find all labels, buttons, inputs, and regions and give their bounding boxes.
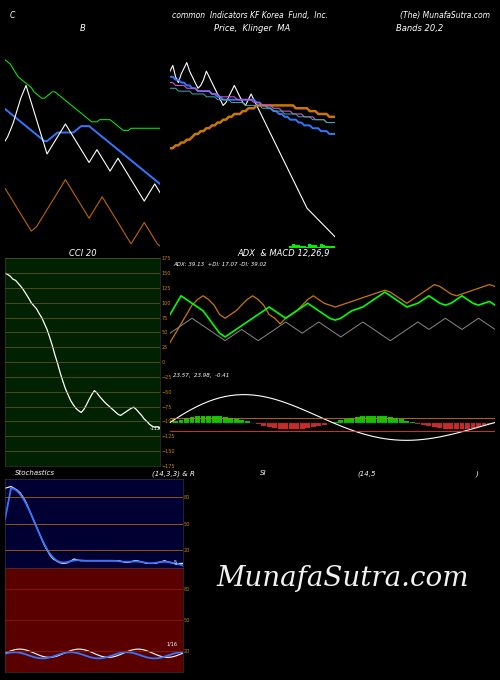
Bar [454, 422, 459, 430]
Bar [487, 422, 492, 424]
Bar [306, 422, 310, 428]
Bar [322, 245, 326, 248]
Text: ADX: 39.13  +DI: 17.07 -DI: 39.02: ADX: 39.13 +DI: 17.07 -DI: 39.02 [174, 262, 267, 267]
Bar [222, 417, 228, 422]
Bar [344, 419, 348, 422]
Bar [476, 422, 481, 426]
Text: Stochastics: Stochastics [15, 471, 55, 476]
Text: Price,  Klinger  MA: Price, Klinger MA [214, 24, 290, 33]
Bar [303, 246, 306, 248]
Bar [206, 415, 211, 422]
Bar [300, 422, 304, 429]
Bar [294, 245, 298, 248]
Bar [316, 247, 320, 248]
Bar [272, 422, 277, 428]
Bar [261, 422, 266, 426]
Text: (The) MunafaSutra.com: (The) MunafaSutra.com [400, 11, 490, 20]
Bar [311, 245, 314, 248]
Text: 1/16: 1/16 [166, 641, 177, 646]
Bar [438, 422, 442, 428]
Bar [482, 422, 486, 426]
Bar [460, 422, 464, 429]
Text: ADX  & MACD 12,26,9: ADX & MACD 12,26,9 [238, 249, 330, 258]
Bar [311, 422, 316, 427]
Bar [443, 422, 448, 429]
Bar [388, 417, 393, 422]
Text: 5: 5 [174, 560, 177, 565]
Bar [308, 244, 312, 248]
Bar [404, 421, 409, 422]
Bar [294, 422, 299, 429]
Bar [355, 417, 360, 422]
Text: -112: -112 [150, 426, 161, 431]
Bar [325, 246, 328, 248]
Bar [289, 245, 292, 248]
Bar [328, 422, 332, 423]
Bar [266, 422, 272, 427]
Bar [283, 422, 288, 429]
Bar [399, 420, 404, 422]
Bar [178, 420, 184, 422]
Bar [426, 422, 432, 426]
Bar [470, 422, 476, 428]
Bar [350, 418, 354, 422]
Bar [320, 244, 322, 248]
Bar [288, 422, 294, 430]
Bar [316, 422, 321, 426]
Bar [421, 422, 426, 425]
Bar [234, 419, 238, 422]
Bar [330, 246, 334, 248]
Bar [377, 415, 382, 422]
Bar [322, 422, 326, 425]
Text: B: B [80, 24, 86, 33]
Bar [228, 418, 233, 422]
Text: C: C [10, 11, 16, 20]
Text: ): ) [476, 470, 478, 477]
Bar [300, 246, 303, 248]
Bar [465, 422, 470, 428]
Bar [195, 416, 200, 422]
Bar [297, 245, 300, 248]
Text: CCI 20: CCI 20 [68, 249, 96, 258]
Bar [366, 415, 370, 422]
Bar [190, 418, 194, 422]
Bar [306, 247, 308, 248]
Bar [239, 420, 244, 422]
Bar [334, 246, 336, 248]
Bar [382, 416, 388, 422]
Bar [432, 422, 437, 428]
Bar [256, 422, 260, 424]
Bar [394, 418, 398, 422]
Bar [292, 244, 294, 248]
Bar [328, 246, 331, 248]
Bar [314, 245, 317, 248]
Bar [416, 422, 420, 424]
Bar [200, 416, 205, 422]
Bar [372, 415, 376, 422]
Bar [360, 416, 365, 422]
Bar [217, 416, 222, 422]
Bar [278, 422, 282, 429]
Text: common  Indicators KF Korea  Fund,  Inc.: common Indicators KF Korea Fund, Inc. [172, 11, 328, 20]
Bar [173, 421, 178, 422]
Bar [212, 415, 216, 422]
Text: (14,5: (14,5 [358, 470, 376, 477]
Text: (14,3,3) & R: (14,3,3) & R [152, 470, 195, 477]
Text: SI: SI [260, 471, 266, 476]
Bar [338, 420, 343, 422]
Text: Bands 20,2: Bands 20,2 [396, 24, 444, 33]
Text: 23.57,  23.98,  -0.41: 23.57, 23.98, -0.41 [174, 373, 230, 379]
Text: MunafaSutra.com: MunafaSutra.com [216, 564, 469, 592]
Bar [184, 418, 189, 422]
Bar [448, 422, 454, 429]
